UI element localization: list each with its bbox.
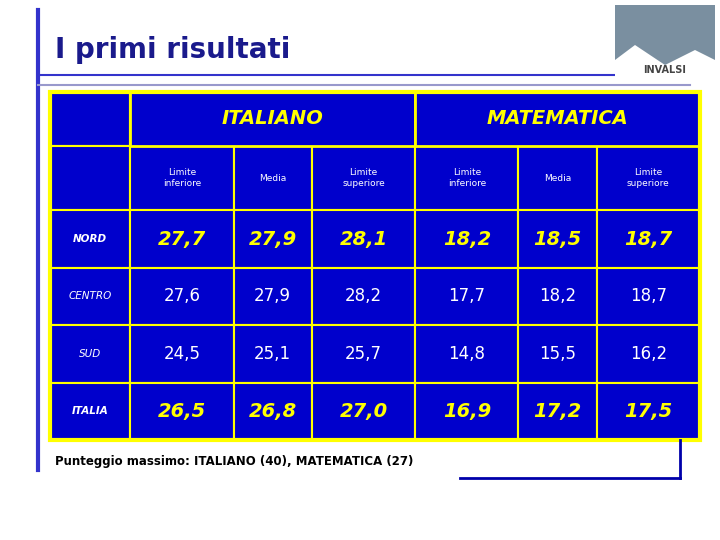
Text: 27,0: 27,0: [339, 402, 387, 421]
Text: INVALSI: INVALSI: [644, 65, 686, 75]
Text: SUD: SUD: [79, 349, 102, 359]
FancyBboxPatch shape: [415, 92, 518, 146]
Text: 27,9: 27,9: [248, 230, 297, 248]
FancyBboxPatch shape: [597, 92, 700, 146]
Text: Limite
inferiore: Limite inferiore: [448, 168, 486, 188]
FancyBboxPatch shape: [233, 210, 312, 268]
FancyBboxPatch shape: [130, 210, 233, 268]
Text: 16,2: 16,2: [630, 345, 667, 363]
Text: Limite
superiore: Limite superiore: [627, 168, 670, 188]
FancyBboxPatch shape: [233, 92, 312, 146]
FancyBboxPatch shape: [518, 268, 597, 325]
FancyBboxPatch shape: [130, 382, 233, 440]
Text: Punteggio massimo: ITALIANO (40), MATEMATICA (27): Punteggio massimo: ITALIANO (40), MATEMA…: [55, 456, 413, 469]
Text: 26,5: 26,5: [158, 402, 206, 421]
Text: MATEMATICA: MATEMATICA: [487, 110, 629, 129]
Text: 28,1: 28,1: [339, 230, 387, 248]
FancyBboxPatch shape: [130, 268, 233, 325]
FancyBboxPatch shape: [415, 146, 518, 210]
Text: NORD: NORD: [73, 234, 107, 244]
Text: Media: Media: [259, 174, 287, 183]
FancyBboxPatch shape: [130, 325, 233, 382]
FancyBboxPatch shape: [615, 5, 715, 80]
FancyBboxPatch shape: [597, 382, 700, 440]
FancyBboxPatch shape: [518, 92, 597, 146]
Text: 17,2: 17,2: [534, 402, 582, 421]
FancyBboxPatch shape: [312, 92, 415, 146]
FancyBboxPatch shape: [50, 146, 130, 210]
FancyBboxPatch shape: [415, 325, 518, 382]
Text: 18,2: 18,2: [539, 287, 576, 306]
Text: 17,7: 17,7: [449, 287, 485, 306]
Text: 18,5: 18,5: [534, 230, 582, 248]
Text: 25,1: 25,1: [254, 345, 292, 363]
FancyBboxPatch shape: [130, 92, 415, 146]
FancyBboxPatch shape: [518, 325, 597, 382]
FancyBboxPatch shape: [415, 210, 518, 268]
Text: 16,9: 16,9: [443, 402, 491, 421]
FancyBboxPatch shape: [597, 210, 700, 268]
Text: Media: Media: [544, 174, 571, 183]
Text: CENTRO: CENTRO: [68, 292, 112, 301]
FancyBboxPatch shape: [312, 210, 415, 268]
Text: 27,7: 27,7: [158, 230, 206, 248]
Text: 15,5: 15,5: [539, 345, 576, 363]
FancyBboxPatch shape: [597, 146, 700, 210]
Text: 27,9: 27,9: [254, 287, 291, 306]
FancyBboxPatch shape: [312, 382, 415, 440]
FancyBboxPatch shape: [415, 382, 518, 440]
FancyBboxPatch shape: [50, 325, 130, 382]
FancyBboxPatch shape: [597, 325, 700, 382]
Text: Limite
superiore: Limite superiore: [342, 168, 385, 188]
FancyBboxPatch shape: [50, 268, 130, 325]
FancyBboxPatch shape: [312, 268, 415, 325]
Text: Limite
inferiore: Limite inferiore: [163, 168, 201, 188]
FancyBboxPatch shape: [233, 325, 312, 382]
FancyBboxPatch shape: [50, 382, 130, 440]
Text: 18,7: 18,7: [630, 287, 667, 306]
Text: 24,5: 24,5: [163, 345, 200, 363]
FancyBboxPatch shape: [130, 146, 233, 210]
FancyBboxPatch shape: [312, 325, 415, 382]
FancyBboxPatch shape: [50, 210, 130, 268]
Text: ITALIANO: ITALIANO: [222, 110, 324, 129]
FancyBboxPatch shape: [518, 382, 597, 440]
FancyBboxPatch shape: [130, 92, 233, 146]
FancyBboxPatch shape: [415, 268, 518, 325]
FancyBboxPatch shape: [415, 92, 700, 146]
Text: 14,8: 14,8: [449, 345, 485, 363]
FancyBboxPatch shape: [233, 146, 312, 210]
FancyBboxPatch shape: [518, 210, 597, 268]
Text: 25,7: 25,7: [345, 345, 382, 363]
Text: I primi risultati: I primi risultati: [55, 36, 290, 64]
FancyBboxPatch shape: [597, 268, 700, 325]
FancyBboxPatch shape: [233, 268, 312, 325]
FancyBboxPatch shape: [233, 382, 312, 440]
FancyBboxPatch shape: [50, 92, 130, 146]
FancyBboxPatch shape: [518, 146, 597, 210]
Text: 28,2: 28,2: [345, 287, 382, 306]
FancyBboxPatch shape: [312, 146, 415, 210]
Text: 26,8: 26,8: [248, 402, 297, 421]
Text: 17,5: 17,5: [624, 402, 672, 421]
Text: ITALIA: ITALIA: [72, 406, 109, 416]
Text: 18,2: 18,2: [443, 230, 491, 248]
Text: 27,6: 27,6: [163, 287, 200, 306]
Text: 18,7: 18,7: [624, 230, 672, 248]
Polygon shape: [615, 45, 715, 80]
